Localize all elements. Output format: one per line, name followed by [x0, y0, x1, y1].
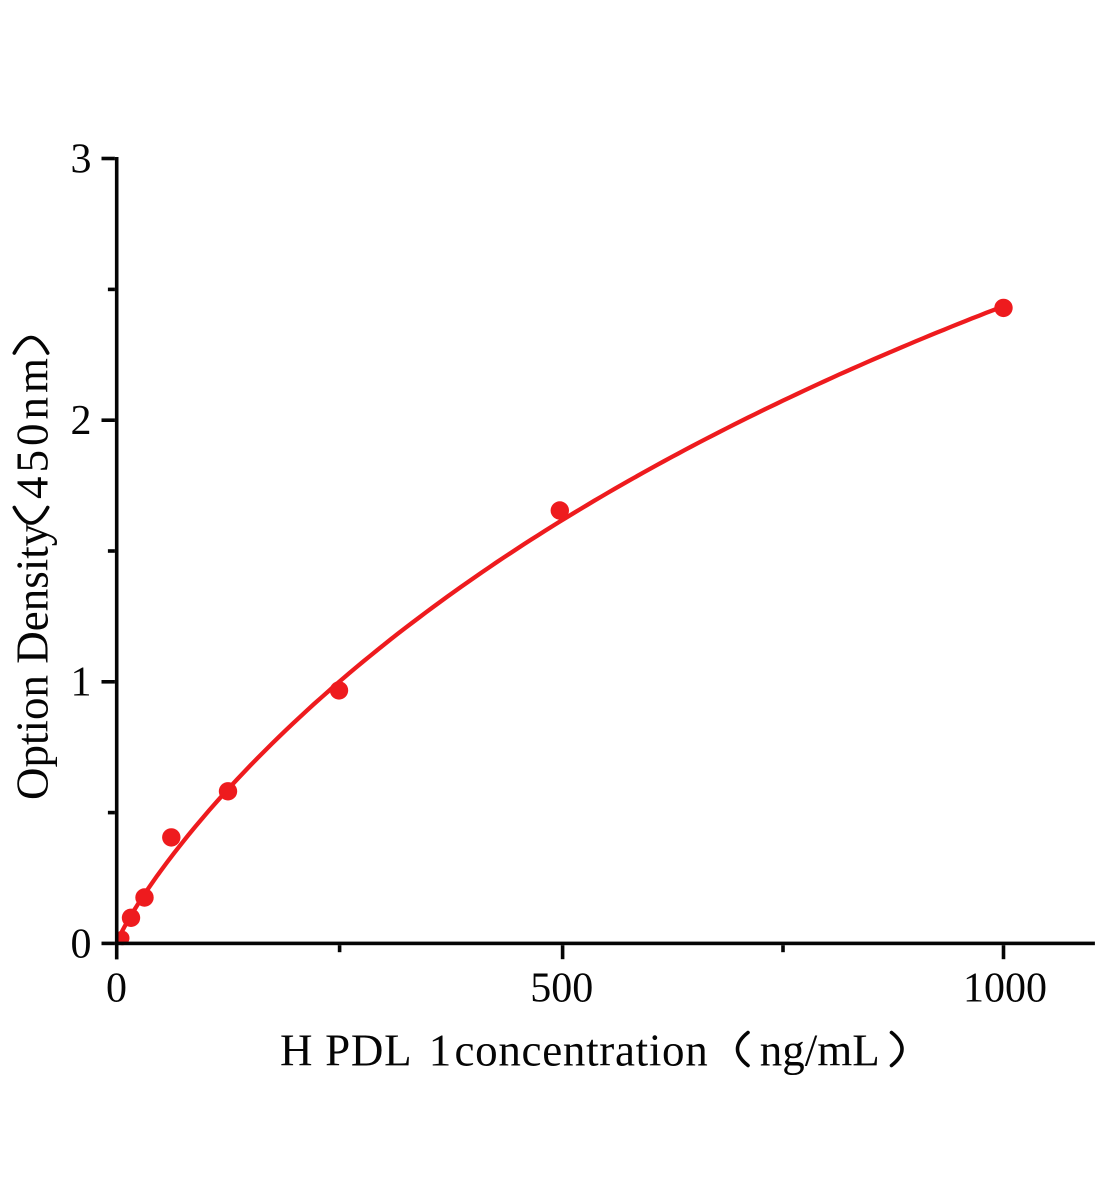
svg-text:1000: 1000: [963, 966, 1047, 1012]
svg-text:Option Density: Option Density: [8, 523, 58, 800]
svg-text:ng/mL: ng/mL: [760, 1025, 880, 1075]
svg-text:0: 0: [106, 966, 127, 1012]
svg-text:500: 500: [530, 966, 593, 1012]
svg-text:3: 3: [71, 136, 92, 182]
svg-text:2: 2: [71, 398, 92, 444]
svg-text:1: 1: [71, 660, 92, 706]
svg-text:0: 0: [71, 921, 92, 967]
svg-text:450nm: 450nm: [8, 354, 58, 499]
